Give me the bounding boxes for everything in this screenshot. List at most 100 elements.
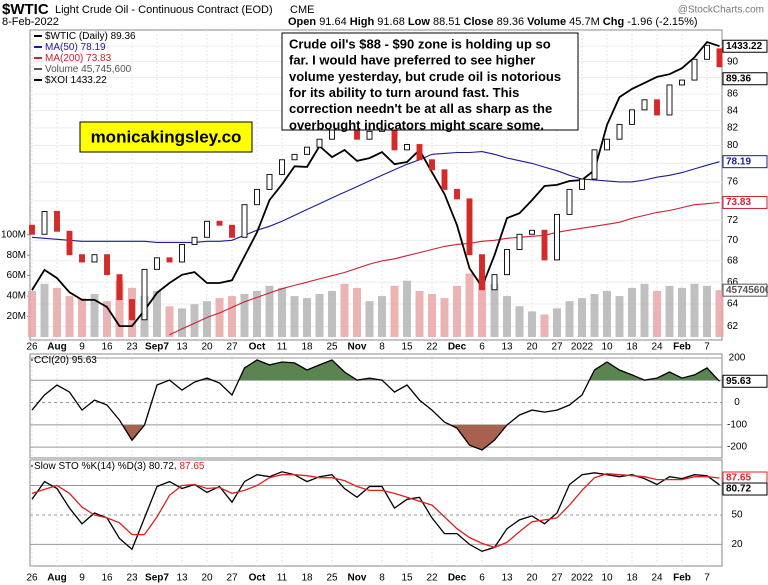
candle xyxy=(266,173,273,190)
candle xyxy=(91,254,98,263)
candle xyxy=(66,230,73,256)
x-tick-label: 20 xyxy=(526,573,538,584)
series-line xyxy=(31,151,720,243)
volume-bar xyxy=(253,290,261,337)
x-tick-label: 18 xyxy=(301,573,313,584)
text-part: Chg xyxy=(603,16,624,28)
volume-bar xyxy=(403,280,411,337)
x-tick-label: 16 xyxy=(101,573,113,584)
candle xyxy=(479,254,485,291)
x-tick-label: Aug xyxy=(47,342,66,353)
value-tag xyxy=(722,155,768,169)
volume-bar xyxy=(340,283,349,337)
date: 8-Feb-2022 xyxy=(2,16,59,28)
x-tick-label: 2022 xyxy=(571,342,594,353)
description: Light Crude Oil - Continuous Contract (E… xyxy=(55,4,273,16)
volume-bar xyxy=(203,301,211,337)
value-tag xyxy=(722,72,768,86)
volume-bar xyxy=(540,314,549,337)
volume-bar xyxy=(603,290,611,337)
annotation-line: Crude oil's $88 - $90 zone is holding up… xyxy=(289,36,551,51)
x-tick-label: 27 xyxy=(551,573,563,584)
candle xyxy=(616,123,623,140)
candle xyxy=(129,299,135,321)
volume-bar xyxy=(78,298,86,337)
volume-bar xyxy=(490,283,499,337)
value-tag-label: 95.63 xyxy=(726,376,751,387)
candle xyxy=(166,257,173,263)
y-tick-label: 70 xyxy=(727,235,739,246)
candle xyxy=(54,211,60,232)
text-part: 95.63 xyxy=(72,355,97,366)
x-tick-label: 6 xyxy=(479,573,485,584)
volume-bar xyxy=(165,306,174,337)
value-tag xyxy=(722,195,768,209)
y-tick-label: 0 xyxy=(734,397,740,408)
volume-bar xyxy=(240,294,249,337)
text-part: 91.64 xyxy=(319,16,347,28)
volume-bar xyxy=(378,296,386,337)
x-tick-label: 20 xyxy=(201,342,213,353)
candle xyxy=(116,274,123,301)
volume-bar xyxy=(103,301,111,337)
volume-bar xyxy=(115,280,124,337)
y3-tick-label: 40M xyxy=(7,291,26,302)
y-tick-label: 80 xyxy=(727,140,739,151)
candle xyxy=(691,58,698,81)
candle xyxy=(654,99,660,116)
annotation-line: volume yesterday, but crude oil is notor… xyxy=(289,69,561,84)
exchange: CME xyxy=(290,4,314,16)
y-tick-label: 20 xyxy=(731,539,743,550)
x-tick-label: 13 xyxy=(501,573,513,584)
x-tick-label: 18 xyxy=(626,342,638,353)
volume-bar xyxy=(715,290,724,337)
volume-bar xyxy=(278,287,286,337)
value-tag-label: 1433.22 xyxy=(726,41,763,52)
candle xyxy=(529,229,535,235)
x-tick-label: 15 xyxy=(401,573,413,584)
candle xyxy=(704,44,710,60)
price-frame xyxy=(29,29,723,341)
x-tick-label: Nov xyxy=(348,573,367,584)
volume-bar xyxy=(153,290,161,337)
x-tick-label: Oct xyxy=(249,342,266,353)
volume-bar xyxy=(640,283,649,337)
volume-bar xyxy=(478,277,486,337)
candle xyxy=(666,84,673,116)
candle xyxy=(591,149,598,180)
volume-bar xyxy=(190,304,199,337)
x-tick-label: 9 xyxy=(79,342,85,353)
volume-bar xyxy=(690,283,699,337)
x-tick-label: 9 xyxy=(79,573,85,584)
series-line xyxy=(31,359,720,451)
x-tick-label: Feb xyxy=(673,573,691,584)
x-tick-label: 20 xyxy=(201,573,213,584)
volume-bar xyxy=(303,298,311,337)
y-tick-label: 64 xyxy=(727,299,739,310)
candle xyxy=(541,229,548,261)
y3-tick-label: 80M xyxy=(7,250,26,261)
text-part: 91.68 xyxy=(377,16,405,28)
candle xyxy=(104,254,110,276)
text-part: $XOI xyxy=(45,75,68,86)
candle xyxy=(641,99,648,111)
candle xyxy=(316,138,323,148)
candle xyxy=(291,153,298,161)
value-tag-label: 87.65 xyxy=(726,473,751,484)
legend-entry: CCI(20) 95.63 xyxy=(34,355,97,366)
volume-bar xyxy=(328,290,336,337)
text-part: Close xyxy=(464,16,494,28)
x-tick-label: Dec xyxy=(448,342,467,353)
x-tick-label: 8 xyxy=(379,342,385,353)
x-tick-label: 23 xyxy=(126,342,138,353)
volume-bar xyxy=(365,301,374,337)
volume-bar xyxy=(578,298,586,337)
x-tick-label: 16 xyxy=(101,342,113,353)
volume-bar xyxy=(590,294,599,337)
x-tick-label: 27 xyxy=(551,342,563,353)
candle xyxy=(229,224,235,238)
x-tick-label: 23 xyxy=(126,573,138,584)
text-part: 87.65 xyxy=(179,461,204,472)
volume-bar xyxy=(228,296,236,337)
candle xyxy=(679,79,685,86)
